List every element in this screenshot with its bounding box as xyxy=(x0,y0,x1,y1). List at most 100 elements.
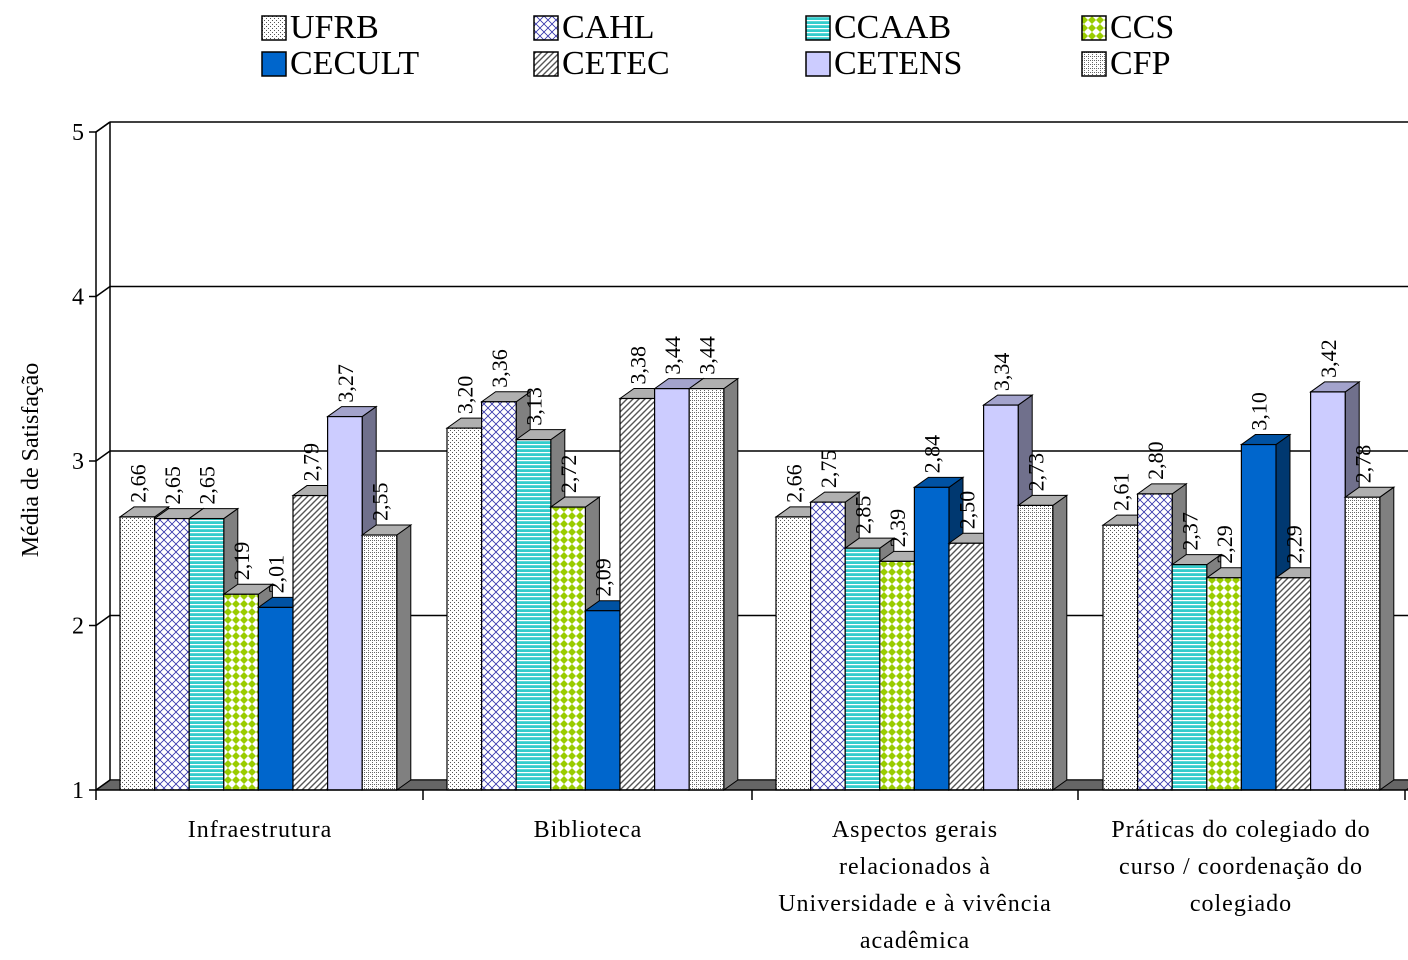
data-label: 2,73 xyxy=(1024,453,1049,492)
data-label: 2,78 xyxy=(1351,445,1376,484)
y-tick-label: 2 xyxy=(72,614,84,640)
legend-label: CFP xyxy=(1110,45,1171,82)
legend-swatch xyxy=(261,51,287,77)
bar xyxy=(515,439,552,791)
data-label: 2,29 xyxy=(1212,525,1237,564)
data-label: 2,65 xyxy=(195,466,220,505)
bar xyxy=(154,517,190,791)
data-label: 2,79 xyxy=(298,443,323,482)
bar-side xyxy=(1052,494,1068,791)
bar xyxy=(584,610,621,791)
bar-side xyxy=(723,377,739,791)
data-label: 2,09 xyxy=(591,558,616,597)
x-tick-label: acadêmica xyxy=(860,928,970,954)
legend-swatch xyxy=(1081,15,1107,41)
bar xyxy=(688,388,725,791)
data-label: 3,27 xyxy=(333,364,358,403)
legend-label: UFRB xyxy=(290,9,379,46)
legend-label: CECULT xyxy=(290,45,419,82)
y-tick-depth xyxy=(95,614,111,627)
bar xyxy=(446,427,483,791)
y-axis-label: Média de Satisfação xyxy=(18,363,44,558)
data-label: 2,65 xyxy=(160,466,185,505)
bar-side xyxy=(396,524,412,791)
y-tick-depth xyxy=(95,779,111,791)
legend-swatch xyxy=(533,15,559,41)
data-label: 2,80 xyxy=(1143,441,1168,480)
x-tick-label: colegiado xyxy=(1190,891,1292,917)
x-tick-label: curso / coordenação do xyxy=(1119,854,1363,880)
data-label: 2,75 xyxy=(816,450,841,489)
legend-label: CETENS xyxy=(834,45,962,82)
bar xyxy=(948,542,985,791)
y-tick-depth xyxy=(95,450,111,462)
bar xyxy=(1275,577,1312,791)
legend-swatch xyxy=(805,15,831,41)
legend-label: CAHL xyxy=(562,9,655,46)
bar xyxy=(1136,493,1173,791)
legend-swatch xyxy=(1081,51,1107,77)
bar xyxy=(844,547,881,791)
y-tick-label: 1 xyxy=(72,778,84,804)
data-label: 2,37 xyxy=(1178,512,1203,551)
data-label: 2,29 xyxy=(1281,525,1306,564)
y-tick-label: 3 xyxy=(72,449,84,475)
data-label: 2,01 xyxy=(264,555,289,594)
data-label: 3,20 xyxy=(452,376,477,415)
bar xyxy=(327,415,363,791)
data-label: 3,42 xyxy=(1316,339,1341,378)
bar xyxy=(809,501,846,791)
data-label: 2,50 xyxy=(954,491,979,530)
bar xyxy=(1102,524,1139,791)
legend-label: CCAAB xyxy=(834,9,951,46)
legend-swatch xyxy=(261,15,287,41)
bar-side xyxy=(1379,486,1395,791)
bar xyxy=(361,534,398,791)
y-tick-depth xyxy=(95,285,111,298)
axes: 1 2 3 4 5 Média de Satisfação Infraestrutura Bi… xyxy=(18,120,1408,954)
bar xyxy=(1206,577,1243,791)
data-label: 3,38 xyxy=(625,346,650,385)
bar xyxy=(119,516,156,791)
legend-swatch xyxy=(805,51,831,77)
data-label: 2,84 xyxy=(920,435,945,474)
legend-label: CETEC xyxy=(562,45,670,82)
x-tick-label: Infraestrutura xyxy=(188,817,333,843)
bar xyxy=(188,517,225,791)
bar xyxy=(1017,504,1054,791)
legend: UFRB CAHL CCAAB CCS CECULT CETEC CETENS CFP xyxy=(261,9,1174,82)
x-tick-label: Universidade e à vivência xyxy=(778,891,1052,917)
data-label: 3,44 xyxy=(660,336,685,375)
plot-area: 2,66 2,65 2,65 2,19 2,01 2,79 3,27 2,55 3,20 3,36… xyxy=(94,121,1408,791)
bar xyxy=(292,494,329,791)
bar xyxy=(550,506,586,791)
data-label: 2,39 xyxy=(885,509,910,548)
data-label: 3,13 xyxy=(522,387,547,426)
y-tick-depth xyxy=(95,121,111,133)
x-tick-label: Biblioteca xyxy=(534,817,643,843)
bar xyxy=(982,404,1019,791)
data-label: 2,85 xyxy=(851,496,876,535)
y-tick-label: 4 xyxy=(72,285,84,311)
legend-label: CCS xyxy=(1110,9,1174,46)
bar xyxy=(775,516,812,791)
data-label: 2,55 xyxy=(368,483,393,522)
bar xyxy=(257,606,294,791)
bar xyxy=(913,486,950,791)
bar xyxy=(619,397,656,791)
data-label: 2,66 xyxy=(781,464,806,503)
bar xyxy=(1309,391,1346,791)
data-label: 3,44 xyxy=(695,336,720,375)
data-label: 2,72 xyxy=(556,455,581,494)
bar xyxy=(1344,496,1381,791)
legend-swatch xyxy=(533,51,559,77)
data-label: 3,34 xyxy=(989,353,1014,392)
data-label: 2,19 xyxy=(229,542,254,581)
bar xyxy=(223,593,260,791)
data-label: 2,66 xyxy=(125,464,150,503)
x-tick-label: Práticas do colegiado do xyxy=(1111,817,1370,843)
data-label: 2,61 xyxy=(1108,473,1133,512)
bar xyxy=(879,560,915,791)
bar xyxy=(481,401,517,791)
data-label: 3,10 xyxy=(1247,392,1272,431)
